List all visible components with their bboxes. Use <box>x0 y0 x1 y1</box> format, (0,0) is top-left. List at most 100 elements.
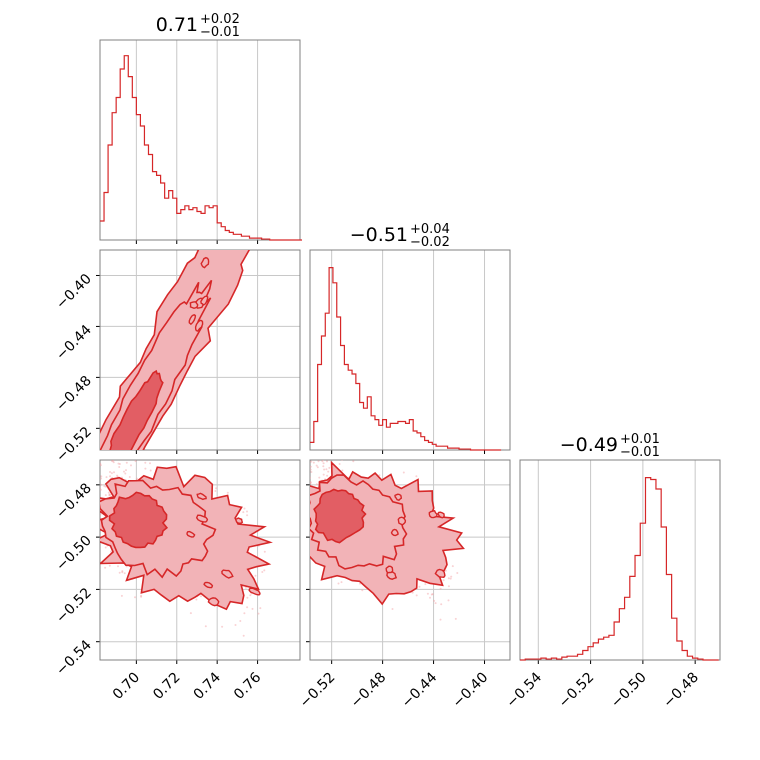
scatter-point <box>108 457 110 459</box>
contour-island <box>188 314 197 326</box>
scatter-point <box>259 607 262 610</box>
scatter-point <box>246 514 249 517</box>
contour-island <box>390 528 399 537</box>
scatter-point <box>114 468 116 470</box>
scatter-point <box>254 574 257 577</box>
scatter-point <box>247 196 249 198</box>
scatter-point <box>249 594 252 597</box>
scatter-point <box>109 463 111 465</box>
scatter-point <box>242 227 244 229</box>
scatter-point <box>361 589 364 592</box>
scatter-point <box>130 464 132 467</box>
scatter-point <box>257 612 260 615</box>
scatter-point <box>434 602 437 605</box>
scatter-point <box>238 208 240 210</box>
scatter-point <box>323 435 325 437</box>
scatter-point <box>100 480 102 482</box>
contour-island <box>189 301 199 310</box>
scatter-point <box>338 463 341 465</box>
scatter-point <box>244 586 247 589</box>
scatter-point <box>120 594 123 597</box>
scatter-point <box>307 528 309 530</box>
scatter-point <box>242 634 245 637</box>
scatter-point <box>120 456 122 458</box>
scatter-point <box>103 485 106 488</box>
scatter-point <box>238 231 240 233</box>
scatter-point <box>106 471 108 473</box>
scatter-point <box>95 503 97 505</box>
scatter-point <box>337 582 340 585</box>
scatter-point <box>237 202 239 204</box>
scatter-point <box>114 453 116 455</box>
hist-p1-title: 0.71 +0.02−0.01 <box>156 12 240 40</box>
scatter-point <box>135 477 138 480</box>
scatter-point <box>118 456 120 458</box>
scatter-point <box>239 222 241 224</box>
scatter-point <box>230 219 232 221</box>
contour-island <box>385 565 394 574</box>
scatter-point <box>234 223 236 225</box>
scatter-point <box>111 458 113 460</box>
scatter-point <box>253 193 255 195</box>
scatter-point <box>118 466 121 468</box>
contour-inner <box>313 488 367 544</box>
hist-p1-bars <box>100 55 303 241</box>
scatter-point <box>341 469 344 472</box>
scatter-point <box>95 497 97 499</box>
scatter-point <box>119 453 121 455</box>
hist-p1-axes <box>99 39 301 244</box>
scatter-point <box>450 575 453 578</box>
scatter-point <box>415 594 418 597</box>
scatter-point <box>115 460 117 462</box>
scatter-point <box>106 474 108 476</box>
scatter-point <box>378 474 381 477</box>
scatter-point <box>251 607 254 610</box>
contour-island <box>240 203 248 215</box>
scatter-point <box>116 452 118 454</box>
scatter-point <box>109 475 111 478</box>
hist-p1-title-lower: −0.01 <box>200 25 240 40</box>
joint-p1-p3-points <box>100 453 273 637</box>
contour-island <box>428 510 438 519</box>
contour-island <box>203 581 214 589</box>
scatter-point <box>224 243 226 245</box>
scatter-point <box>107 466 109 468</box>
scatter-point <box>110 469 112 471</box>
scatter-point <box>449 577 452 580</box>
scatter-point <box>109 467 111 469</box>
scatter-point <box>101 482 103 484</box>
scatter-point <box>451 565 454 568</box>
scatter-point <box>104 479 106 481</box>
scatter-point <box>305 469 307 471</box>
scatter-point <box>110 463 112 465</box>
scatter-point <box>310 471 313 473</box>
scatter-point <box>228 245 230 247</box>
scatter-point <box>230 237 232 239</box>
scatter-point <box>149 469 152 472</box>
scatter-point <box>112 453 114 455</box>
scatter-point <box>430 593 433 596</box>
scatter-point <box>307 493 309 495</box>
hist-p3-title-upper: +0.01 <box>620 432 660 447</box>
scatter-point <box>228 237 230 239</box>
scatter-point <box>307 477 309 479</box>
scatter-point <box>238 220 240 222</box>
scatter-point <box>215 245 217 247</box>
scatter-point <box>125 469 127 472</box>
x-tick-label: −0.52 <box>556 670 598 712</box>
hist-p2-title-upper: +0.04 <box>410 222 450 237</box>
scatter-point <box>102 471 104 473</box>
scatter-point <box>223 243 225 245</box>
contour-island <box>221 569 234 579</box>
hist-p2-frame <box>309 249 511 451</box>
scatter-point <box>243 213 245 215</box>
scatter-point <box>113 455 115 457</box>
scatter-point <box>113 450 115 452</box>
y-tick-label: −0.44 <box>53 322 95 364</box>
scatter-point <box>255 187 257 189</box>
y-tick-label: −0.48 <box>53 373 95 415</box>
contour-island <box>397 516 407 526</box>
joint-p1-p3-contours <box>100 465 273 611</box>
scatter-point <box>104 494 107 497</box>
scatter-point <box>226 241 228 243</box>
